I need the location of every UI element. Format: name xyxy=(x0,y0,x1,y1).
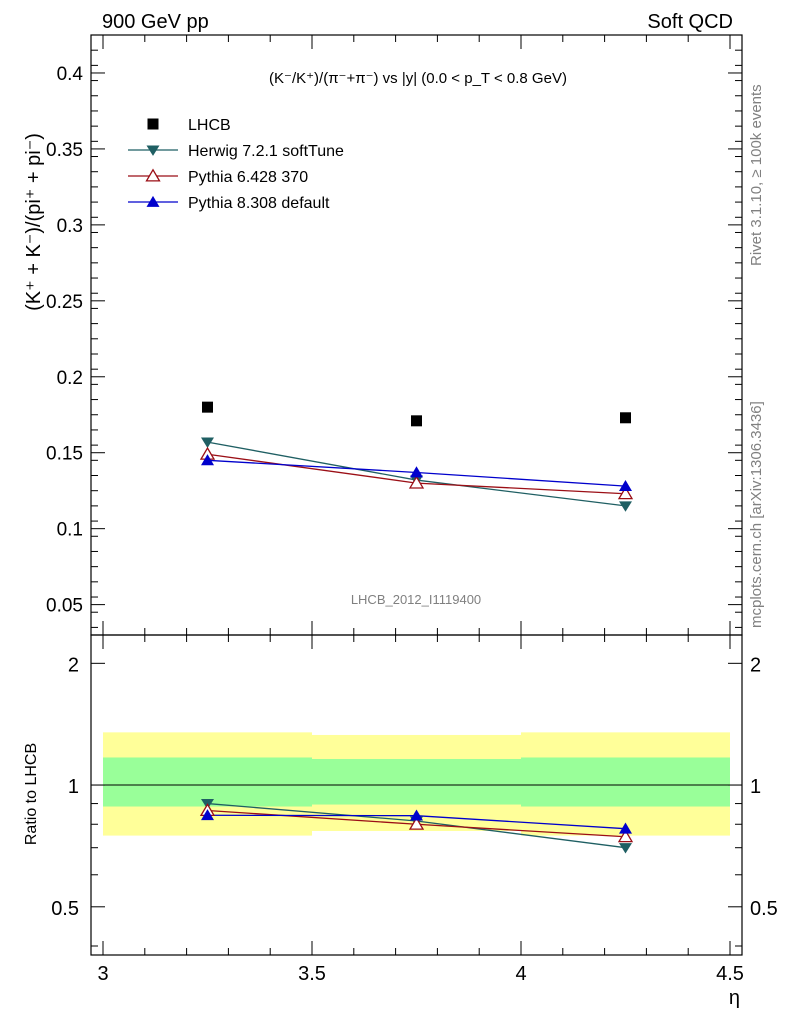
main-point-data xyxy=(411,415,422,427)
main-ytick-label: 0.35 xyxy=(46,140,83,161)
main-ytick-label: 0.05 xyxy=(46,596,83,617)
main-point-data xyxy=(202,401,213,413)
ratio-point-pythia8 xyxy=(619,822,632,834)
main-panel: 0.05 0.1 0.15 0.2 0.25 0.3 0.35 0.4 (K⁻/K⁺)/(π⁻… xyxy=(23,34,743,636)
ratio-ytick-label-right: 1 xyxy=(750,776,761,798)
ratio-xtick-label: 3.5 xyxy=(298,963,326,985)
ratio-xtick-label: 3 xyxy=(97,963,108,985)
ratio-point-pythia8 xyxy=(201,809,214,821)
ratio-point-herwig xyxy=(619,843,632,854)
legend-marker-pythia6 xyxy=(145,168,161,182)
ratio-ytick-label: 2 xyxy=(68,654,79,676)
rivet-label: Rivet 3.1.10, ≥ 100k events xyxy=(748,84,765,266)
main-ticks: 0.05 0.1 0.15 0.2 0.25 0.3 0.35 0.4 xyxy=(46,35,742,635)
ratio-band-inner xyxy=(103,757,312,807)
main-point-pythia8 xyxy=(619,479,632,492)
ratio-ytick-label: 1 xyxy=(68,776,79,798)
mcplots-label: mcplots.cern.ch [arXiv:1306.3436] xyxy=(748,401,765,628)
ratio-point-pythia8 xyxy=(410,809,423,821)
main-ytick-label: 0.15 xyxy=(46,444,83,465)
main-point-pythia6 xyxy=(617,486,634,500)
legend-marker-pythia8 xyxy=(146,195,160,207)
main-ylabel: (K⁺ + K⁻)/(pi⁺ + pi⁻) xyxy=(23,133,45,311)
ratio-panel: 0.5 0.5 1 1 2 2 3 3.5 4 4.5 Ratio to LHCB η xyxy=(23,634,778,1009)
main-point-pythia6 xyxy=(408,475,425,489)
main-ytick-label: 0.3 xyxy=(57,216,83,237)
main-point-pythia8 xyxy=(201,454,214,466)
legend: LHCB Herwig 7.2.1 softTune Pythia 6.428 37… xyxy=(128,117,344,212)
main-ytick-label: 0.4 xyxy=(57,64,84,85)
ratio-ytick-label-right: 2 xyxy=(750,654,761,676)
main-point-herwig xyxy=(619,501,632,512)
main-point-herwig xyxy=(201,437,214,448)
legend-label-data: LHCB xyxy=(188,117,231,134)
ratio-series xyxy=(199,799,634,854)
ratio-band-inner xyxy=(521,757,730,807)
legend-label-pythia6: Pythia 6.428 370 xyxy=(188,169,308,186)
header-left: 900 GeV pp xyxy=(102,11,209,33)
main-ytick-label: 0.1 xyxy=(57,520,83,541)
legend-label-herwig: Herwig 7.2.1 softTune xyxy=(188,143,344,160)
ratio-xtick-label: 4 xyxy=(515,963,526,985)
ratio-ytick-label: 0.5 xyxy=(51,898,79,920)
ratio-point-pythia6 xyxy=(617,829,634,843)
ratio-ylabel: Ratio to LHCB xyxy=(23,743,40,845)
analysis-watermark: LHCB_2012_I1119400 xyxy=(351,592,481,607)
ratio-frame xyxy=(90,634,743,956)
ratio-band-inner xyxy=(312,758,521,805)
legend-marker-data xyxy=(147,118,159,130)
legend-label-pythia8: Pythia 8.308 default xyxy=(188,195,330,212)
x-axis-label: η xyxy=(729,987,740,1009)
main-ytick-label: 0.25 xyxy=(46,292,83,313)
main-point-pythia8 xyxy=(410,466,423,478)
header-right: Soft QCD xyxy=(647,11,733,33)
main-series xyxy=(199,401,634,512)
ratio-xtick-label: 4.5 xyxy=(716,963,744,985)
main-point-data xyxy=(620,412,631,424)
ratio-point-pythia6 xyxy=(408,816,425,830)
main-ytick-label: 0.2 xyxy=(57,368,83,389)
ratio-ticks: 0.5 0.5 1 1 2 2 3 3.5 4 4.5 xyxy=(51,635,778,985)
ratio-ytick-label-right: 0.5 xyxy=(750,898,778,920)
legend-marker-herwig xyxy=(146,145,160,156)
main-title: (K⁻/K⁺)/(π⁻+π⁻) vs |y| (0.0 < p_T < 0.8 … xyxy=(269,70,567,87)
